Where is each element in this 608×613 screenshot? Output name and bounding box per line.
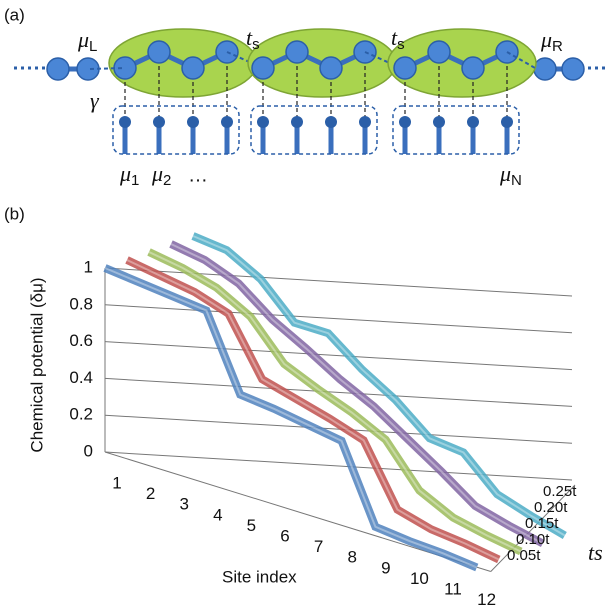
probe-tip bbox=[221, 116, 233, 128]
symbol: … bbox=[188, 164, 208, 186]
probe-tip bbox=[399, 116, 411, 128]
symbol-base: μ bbox=[77, 27, 89, 52]
probe-tip bbox=[291, 116, 303, 128]
z-tick-label: 0.15t bbox=[525, 515, 559, 532]
chart: (b) 0 0.2 0.4 0.6 0.8 1 0.25t0.20t0.15t0.10t0.0… bbox=[4, 204, 603, 609]
site bbox=[562, 58, 584, 80]
probe-group bbox=[113, 106, 239, 154]
x-tick-label: 3 bbox=[179, 495, 188, 514]
x-tick-label: 4 bbox=[213, 505, 222, 524]
site bbox=[462, 57, 484, 79]
symbol-sub: N bbox=[511, 172, 522, 189]
z-axis-label: ts bbox=[588, 540, 603, 565]
z-tick-label: 0.20t bbox=[534, 499, 568, 516]
probe-tip bbox=[153, 116, 165, 128]
probe-tip bbox=[325, 116, 337, 128]
x-tick-label: 6 bbox=[280, 526, 289, 545]
y-tick-label: 0.6 bbox=[69, 331, 93, 350]
site bbox=[148, 41, 170, 63]
symbol: ts bbox=[246, 25, 260, 53]
symbol: μN bbox=[499, 161, 522, 189]
probe-tip bbox=[359, 116, 371, 128]
symbol-sub: 2 bbox=[163, 172, 171, 189]
y-axis-label: Chemical potential (δμ) bbox=[27, 277, 46, 452]
site bbox=[320, 57, 342, 79]
y-tick-label: 0.8 bbox=[69, 294, 93, 313]
x-tick-label: 8 bbox=[347, 548, 356, 567]
grid-line bbox=[105, 452, 572, 480]
x-axis-label: Site index bbox=[222, 567, 297, 586]
x-tick-label: 11 bbox=[444, 579, 462, 598]
symbol-sub: s bbox=[397, 36, 405, 53]
x-tick-label: 12 bbox=[477, 590, 496, 609]
site bbox=[77, 58, 99, 80]
site bbox=[394, 57, 416, 79]
site bbox=[182, 57, 204, 79]
z-tick-label: 0.25t bbox=[543, 483, 577, 500]
grid-line bbox=[105, 305, 572, 333]
y-tick-label: 0.2 bbox=[69, 405, 93, 424]
probe-group bbox=[393, 106, 519, 154]
x-tick-label: 10 bbox=[410, 569, 429, 588]
symbol: ts bbox=[391, 25, 405, 53]
panel-label: (b) bbox=[4, 204, 25, 223]
y-tick-label: 1 bbox=[84, 257, 93, 276]
symbol-base: μ bbox=[499, 161, 511, 186]
z-tick-label: 0.10t bbox=[516, 531, 550, 548]
site bbox=[286, 41, 308, 63]
symbol-base: μ bbox=[540, 27, 552, 52]
probe-tip bbox=[187, 116, 199, 128]
probe-group bbox=[251, 106, 377, 154]
symbol: μ1 bbox=[119, 161, 139, 189]
probe-tip bbox=[119, 116, 131, 128]
symbol: μL bbox=[77, 27, 97, 55]
panel-label: (a) bbox=[4, 5, 25, 24]
y-tick-label: 0 bbox=[84, 441, 93, 460]
probe-tip bbox=[501, 116, 513, 128]
site bbox=[47, 58, 69, 80]
figure: (a)μLtstsμRγμ1μ2μN… (b)00.20.40.60.810.2… bbox=[0, 0, 608, 613]
site bbox=[252, 57, 274, 79]
symbol: μ2 bbox=[151, 161, 171, 189]
site bbox=[428, 41, 450, 63]
symbol-base: μ bbox=[151, 161, 163, 186]
z-tick-label: 0.05t bbox=[507, 547, 541, 564]
symbol-sub: L bbox=[89, 38, 97, 55]
site bbox=[534, 58, 556, 80]
x-tick-label: 9 bbox=[381, 558, 390, 577]
probe-tip bbox=[467, 116, 479, 128]
x-tick-label: 2 bbox=[146, 484, 155, 503]
symbol: μR bbox=[540, 27, 563, 55]
x-tick-label: 7 bbox=[314, 537, 323, 556]
series-line bbox=[171, 244, 543, 544]
x-tick-label: 5 bbox=[247, 516, 256, 535]
x-tick-label: 1 bbox=[112, 473, 121, 492]
series-line bbox=[193, 236, 565, 536]
probe-tip bbox=[257, 116, 269, 128]
y-tick-label: 0.4 bbox=[69, 368, 93, 387]
symbol-sub: R bbox=[552, 38, 563, 55]
symbol-sub: s bbox=[252, 36, 260, 53]
probe-tip bbox=[433, 116, 445, 128]
symbol: γ bbox=[90, 88, 100, 113]
symbol-sub: 1 bbox=[131, 172, 139, 189]
symbol-base: μ bbox=[119, 161, 131, 186]
